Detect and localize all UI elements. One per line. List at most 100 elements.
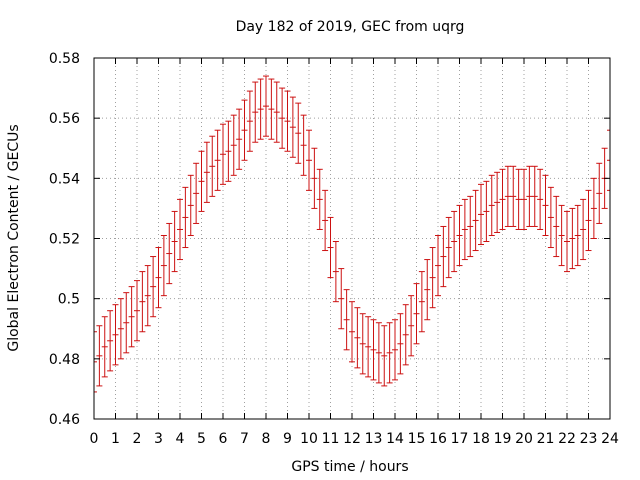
- x-tick-label: 6: [219, 431, 228, 447]
- y-axis-label: Global Electron Content / GECUs: [6, 124, 22, 351]
- chart-title: Day 182 of 2019, GEC from uqrg: [236, 19, 465, 35]
- error-bar: [225, 120, 232, 182]
- error-bar: [236, 108, 243, 170]
- error-bar: [284, 90, 291, 152]
- error-bar: [553, 195, 560, 258]
- error-bar: [193, 162, 200, 224]
- grid-lines: [94, 58, 610, 419]
- y-tick-label: 0.56: [49, 111, 80, 127]
- error-bar: [590, 177, 597, 239]
- error-bar: [241, 99, 248, 161]
- error-bar: [392, 319, 398, 381]
- y-tick-label: 0.5: [58, 292, 80, 308]
- error-bar: [289, 96, 296, 158]
- error-bar: [252, 81, 259, 143]
- error-bar: [273, 81, 280, 143]
- error-bar: [397, 313, 404, 375]
- error-bar: [547, 186, 554, 249]
- error-bar: [537, 168, 544, 230]
- error-bar: [467, 195, 474, 258]
- error-bar: [279, 87, 286, 149]
- y-tick-labels: 0.46 0.48 0.5 0.52 0.54 0.56 0.58: [49, 51, 80, 428]
- error-bar: [166, 222, 173, 285]
- error-bar: [268, 78, 275, 140]
- x-tick-label: 23: [580, 431, 598, 447]
- error-bar: [402, 304, 409, 366]
- error-bar: [429, 247, 436, 309]
- error-bar: [359, 313, 366, 375]
- x-tick-label: 20: [515, 431, 533, 447]
- error-bar: [381, 325, 388, 387]
- error-bar: [564, 210, 570, 273]
- error-bar: [386, 322, 393, 384]
- x-tick-label: 9: [283, 431, 292, 447]
- x-tick-label: 15: [408, 431, 426, 447]
- error-bar: [96, 325, 103, 387]
- error-bar: [209, 135, 216, 197]
- error-bar: [445, 216, 452, 279]
- error-bar: [435, 234, 441, 297]
- error-bar: [343, 289, 350, 351]
- error-bar: [311, 147, 318, 209]
- x-tick-label: 0: [90, 431, 99, 447]
- error-bar: [316, 168, 323, 230]
- error-bar: [488, 174, 495, 236]
- x-tick-label: 14: [386, 431, 404, 447]
- error-bar: [203, 141, 210, 203]
- error-bar: [542, 174, 549, 236]
- error-bar: [478, 183, 484, 246]
- error-bar: [580, 198, 587, 261]
- error-bar: [472, 189, 479, 252]
- error-bar: [370, 319, 377, 381]
- y-tick-label: 0.58: [49, 51, 80, 67]
- x-tick-label: 1: [111, 431, 120, 447]
- error-bar: [349, 301, 355, 363]
- error-bar: [515, 168, 522, 230]
- error-bar: [177, 198, 183, 261]
- error-bar: [128, 286, 135, 348]
- error-bar: [155, 247, 162, 309]
- error-bar: [338, 268, 345, 330]
- x-tick-label: 16: [429, 431, 447, 447]
- error-bar: [526, 165, 533, 227]
- x-tick-label: 7: [240, 431, 249, 447]
- error-bar: [187, 174, 194, 236]
- error-bar: [220, 123, 226, 185]
- error-bar: [198, 150, 205, 212]
- error-bar: [134, 280, 140, 342]
- x-tick-label: 11: [322, 431, 340, 447]
- x-tick-label: 3: [154, 431, 163, 447]
- error-bar: [494, 171, 501, 233]
- x-tick-label: 4: [176, 431, 185, 447]
- x-tick-label: 13: [365, 431, 383, 447]
- error-bar: [101, 316, 108, 378]
- error-bar: [354, 307, 361, 369]
- x-tick-label: 24: [601, 431, 619, 447]
- error-bar: [461, 198, 468, 261]
- error-bar: [246, 90, 253, 152]
- error-bar: [375, 322, 382, 384]
- error-bar: [440, 225, 447, 288]
- x-tick-label: 12: [343, 431, 361, 447]
- error-bar: [499, 168, 506, 230]
- error-bar: [112, 304, 119, 366]
- error-bar: [139, 271, 146, 333]
- error-bar: [160, 234, 167, 297]
- error-bar: [504, 165, 511, 227]
- x-tick-label: 21: [537, 431, 555, 447]
- error-bar: [107, 310, 114, 372]
- error-bar: [214, 129, 221, 191]
- error-bar: [413, 283, 420, 345]
- x-tick-labels: 0 1 2 3 4 5 6 7 8 9 10 11 12 13 14 15 16 17 18 19 20 21 22 23 24: [90, 431, 619, 447]
- error-bar: [322, 189, 329, 252]
- y-tick-label: 0.46: [49, 412, 80, 428]
- y-tick-label: 0.54: [49, 171, 80, 187]
- error-bar: [144, 265, 151, 327]
- error-bar: [558, 204, 565, 267]
- x-tick-label: 5: [197, 431, 206, 447]
- x-tick-label: 18: [472, 431, 490, 447]
- x-tick-label: 22: [558, 431, 576, 447]
- error-bar: [182, 186, 189, 249]
- error-bar: [585, 189, 592, 252]
- x-axis-label: GPS time / hours: [291, 459, 408, 475]
